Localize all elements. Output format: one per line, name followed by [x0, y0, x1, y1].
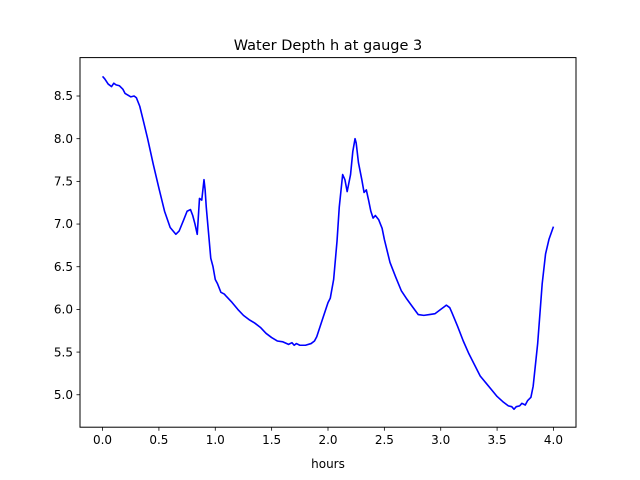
y-tick-label: 8.0 — [54, 132, 73, 146]
y-tick-label: 8.5 — [54, 89, 73, 103]
y-tick-label: 5.0 — [54, 388, 73, 402]
axis-ticks: 0.0 0.5 1.0 1.5 2.0 2.5 3.0 3.5 4.0 5.0 5.5 6.0 6.5 7… — [54, 89, 563, 447]
y-tick-label: 7.5 — [54, 175, 73, 189]
x-tick-label: 3.5 — [488, 433, 507, 447]
x-tick-label: 2.5 — [375, 433, 394, 447]
x-tick-label: 4.0 — [544, 433, 563, 447]
x-tick-label: 1.5 — [262, 433, 281, 447]
x-tick-label: 1.0 — [206, 433, 225, 447]
axes-frame — [79, 57, 577, 428]
series-line-0 — [101, 75, 555, 411]
plot-area — [101, 75, 555, 411]
y-tick-label: 6.0 — [54, 303, 73, 317]
y-tick-label: 7.0 — [54, 217, 73, 231]
x-tick-label: 0.5 — [149, 433, 168, 447]
x-tick-label: 2.0 — [318, 433, 337, 447]
x-tick-label: 0.0 — [93, 433, 112, 447]
x-tick-label: 3.0 — [431, 433, 450, 447]
x-axis-label: hours — [311, 457, 345, 471]
y-tick-label: 5.5 — [54, 345, 73, 359]
chart-title: Water Depth h at gauge 3 — [234, 38, 422, 54]
y-tick-label: 6.5 — [54, 260, 73, 274]
